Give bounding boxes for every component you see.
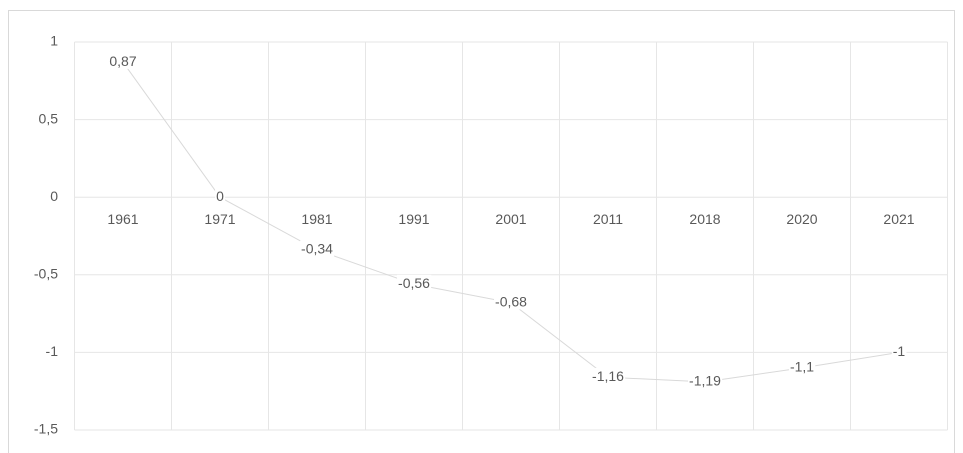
data-label: -0,34 bbox=[301, 241, 333, 257]
data-label-bg bbox=[108, 52, 138, 69]
data-label: 0 bbox=[216, 188, 224, 204]
data-label: 0,87 bbox=[109, 53, 136, 69]
y-tick-label: -1 bbox=[46, 343, 59, 359]
x-tick-label: 1961 bbox=[107, 211, 138, 227]
data-label-bg bbox=[300, 240, 335, 257]
y-tick-label: 0,5 bbox=[39, 110, 59, 126]
data-label: -1,1 bbox=[790, 359, 814, 375]
data-label-bg bbox=[397, 274, 432, 291]
data-label-bg bbox=[215, 187, 226, 204]
x-tick-label: 1991 bbox=[398, 211, 429, 227]
x-tick-label: 1971 bbox=[204, 211, 235, 227]
x-tick-label: 2018 bbox=[689, 211, 720, 227]
data-label-bg bbox=[788, 358, 816, 375]
x-tick-label: 2021 bbox=[883, 211, 914, 227]
y-tick-label: -1,5 bbox=[34, 421, 58, 437]
data-label: -1,19 bbox=[689, 373, 721, 389]
data-label-bg bbox=[688, 372, 723, 389]
data-label: -0,68 bbox=[495, 293, 527, 309]
data-label: -1,16 bbox=[592, 368, 624, 384]
chart-border bbox=[8, 10, 955, 453]
x-tick-label: 2001 bbox=[495, 211, 526, 227]
data-label-bg bbox=[591, 367, 626, 384]
y-tick-label: -0,5 bbox=[34, 266, 58, 282]
y-tick-label: 0 bbox=[50, 188, 58, 204]
data-label-bg bbox=[891, 343, 907, 360]
data-label: -1 bbox=[893, 343, 906, 359]
y-tick-label: 1 bbox=[50, 33, 58, 49]
x-tick-label: 2020 bbox=[786, 211, 817, 227]
x-tick-label: 2011 bbox=[593, 211, 623, 227]
data-label: -0,56 bbox=[398, 275, 430, 291]
data-label-bg bbox=[494, 293, 529, 310]
x-tick-label: 1981 bbox=[301, 211, 332, 227]
